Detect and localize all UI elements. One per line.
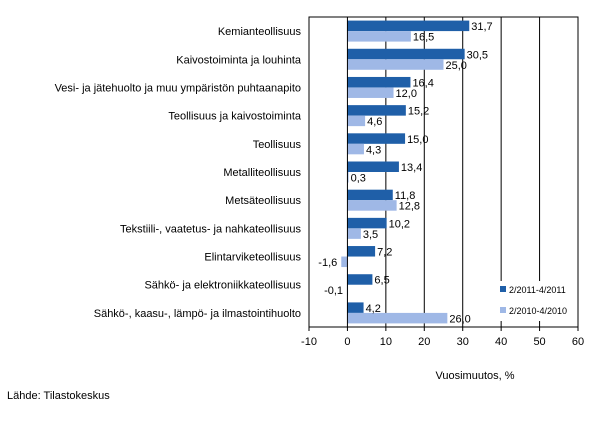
- tick-label: 0: [344, 336, 350, 348]
- value-label: 16,4: [412, 77, 433, 89]
- tick-label: -10: [301, 336, 317, 348]
- category-label: Vesi- ja jätehuolto ja muu ympäristön pu…: [55, 82, 301, 94]
- tick-label: 10: [380, 336, 392, 348]
- legend-swatch: [500, 307, 506, 313]
- category-label: Teollisuus ja kaivostoiminta: [168, 111, 302, 123]
- category-label: Metalliteollisuus: [223, 167, 301, 179]
- bar: [347, 312, 448, 324]
- value-label: 7,2: [377, 247, 392, 259]
- bar: [347, 59, 444, 70]
- legend: 2/2011-4/2011 2/2010-4/2010: [497, 281, 573, 321]
- axes: [308, 16, 579, 331]
- value-label: 15,2: [408, 106, 429, 118]
- bar: [347, 172, 349, 183]
- tick-label: 50: [533, 336, 545, 348]
- value-label: 0,3: [351, 173, 366, 185]
- tick-label: 20: [418, 336, 430, 348]
- bar: [347, 228, 361, 239]
- value-label: 15,0: [407, 134, 428, 146]
- bar: [347, 302, 364, 313]
- value-label: -1,6: [318, 257, 337, 269]
- bar: [347, 115, 366, 127]
- bar: [347, 189, 393, 201]
- bar: [341, 256, 348, 268]
- tick-labels: -10 0 10 20 30 40 50 60: [301, 336, 584, 348]
- value-label: 12,8: [399, 201, 420, 213]
- category-label: Metsäteollisuus: [225, 195, 301, 207]
- bar: [347, 200, 397, 211]
- bar: [347, 20, 470, 32]
- value-label: 25,0: [446, 60, 467, 72]
- bar: [347, 246, 376, 257]
- value-label: 4,6: [367, 116, 382, 128]
- value-label: 4,3: [366, 144, 381, 156]
- tick-label: 60: [572, 336, 584, 348]
- value-label: 13,4: [401, 162, 422, 174]
- value-label: 31,7: [471, 21, 492, 33]
- bar: [347, 87, 394, 98]
- tick-label: 30: [457, 336, 469, 348]
- bar: [347, 133, 406, 144]
- value-label: 10,2: [389, 218, 410, 230]
- value-label: 12,0: [396, 88, 417, 100]
- bar: [347, 105, 406, 116]
- bar: [347, 217, 387, 229]
- value-label: 6,5: [374, 275, 389, 287]
- legend-swatch: [500, 286, 506, 292]
- category-label: Tekstiili-, vaatetus- ja nahkateollisuus: [120, 223, 301, 235]
- legend-label: 2/2010-4/2010: [509, 306, 567, 316]
- legend-label: 2/2011-4/2011: [509, 285, 566, 295]
- category-labels: Kemianteollisuus Kaivostoiminta ja louhin…: [55, 26, 302, 320]
- bar: [347, 31, 411, 42]
- plot-frame: [308, 16, 579, 328]
- value-label: 11,8: [395, 190, 416, 202]
- value-label: -0,1: [324, 285, 343, 297]
- value-label: 16,5: [413, 32, 434, 44]
- category-label: Sähkö-, kaasu-, lämpö- ja ilmastointihuo…: [94, 308, 301, 320]
- source-label: Lähde: Tilastokeskus: [7, 390, 110, 402]
- bars: [341, 20, 470, 324]
- category-label: Teollisuus: [253, 139, 302, 151]
- bar: [347, 143, 364, 155]
- value-label: 30,5: [467, 49, 488, 61]
- value-labels: 31,7 16,5 30,525,0 16,412,0 15,2 4,6 15,0 4,3 13…: [318, 21, 492, 325]
- category-label: Kaivostoiminta ja louhinta: [176, 54, 302, 66]
- category-label: Kemianteollisuus: [218, 26, 302, 38]
- value-label: 4,2: [366, 303, 381, 315]
- category-label: Elintarviketeollisuus: [204, 252, 301, 264]
- value-label: 26,0: [449, 313, 470, 325]
- bar: [347, 161, 399, 172]
- tick-label: 40: [495, 336, 507, 348]
- legend-box: [497, 281, 573, 321]
- category-label: Sähkö- ja elektroniikkateollisuus: [144, 280, 301, 292]
- bar: [347, 274, 373, 285]
- bar: [347, 48, 465, 60]
- value-label: 3,5: [363, 229, 378, 241]
- bar: [347, 76, 411, 88]
- x-axis-label: Vuosimuutos, %: [435, 370, 514, 382]
